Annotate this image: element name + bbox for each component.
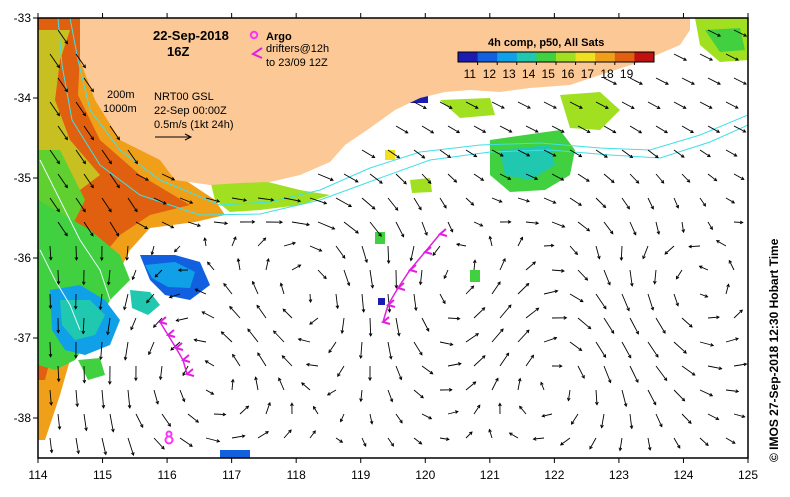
colorbar-segment	[634, 52, 654, 62]
current-arrow-shaft	[50, 342, 51, 357]
lon-tick-label: 120	[415, 468, 435, 482]
colorbar-segment	[576, 52, 596, 62]
colorbar-tick-label: 18	[600, 67, 614, 81]
colorbar-segment	[478, 52, 498, 62]
colorbar-tick-label: 15	[542, 67, 556, 81]
colorbar-tick-label: 19	[620, 67, 634, 81]
lon-tick-label: 115	[93, 468, 112, 482]
drifter-legend-label: drifters@12h	[266, 43, 329, 55]
colorbar-segment	[497, 52, 517, 62]
colorbar-tick-label: 11	[464, 67, 477, 81]
colorbar-segment	[556, 52, 576, 62]
lat-tick-label: -36	[14, 251, 32, 265]
map-date: 22-Sep-2018	[153, 28, 229, 43]
lat-tick-label: -37	[14, 331, 32, 345]
lon-tick-label: 117	[222, 468, 241, 482]
colorbar-tick-label: 12	[483, 67, 497, 81]
colorbar-segment	[615, 52, 635, 62]
lat-tick-label: -35	[14, 171, 32, 185]
lon-tick-label: 116	[158, 468, 177, 482]
isobath-200-label: 200m	[107, 89, 135, 101]
colorbar-tick-label: 16	[561, 67, 575, 81]
imos-credit: © IMOS 27-Sep-2018 12:30 Hobart Time	[767, 238, 781, 462]
current-arrow-shaft	[50, 294, 51, 308]
argo-legend-label: Argo	[266, 31, 292, 43]
colorbar-segment	[458, 52, 478, 62]
colorbar-segment	[595, 52, 615, 62]
lon-tick-label: 124	[673, 468, 693, 482]
lon-tick-label: 121	[480, 468, 500, 482]
colorbar-title: 4h comp, p50, All Sats	[488, 37, 604, 49]
current-arrow-shaft	[76, 246, 77, 260]
current-arrow-shaft	[58, 270, 59, 284]
lat-tick-label: -38	[14, 411, 32, 425]
colorbar-segment	[536, 52, 556, 62]
lon-tick-label: 125	[738, 468, 758, 482]
lon-tick-label: 119	[351, 468, 370, 482]
lon-tick-label: 118	[287, 468, 306, 482]
drifter-legend-period: to 23/09 12Z	[266, 57, 328, 69]
lon-tick-label: 123	[609, 468, 629, 482]
current-source: NRT00 GSL	[154, 91, 214, 103]
colorbar-tick-label: 13	[502, 67, 516, 81]
colorbar-tick-label: 14	[522, 67, 536, 81]
scale-label: 0.5m/s (1kt 24h)	[154, 119, 233, 131]
current-time: 22-Sep 00:00Z	[154, 105, 227, 117]
isobath-1000-label: 1000m	[103, 103, 137, 115]
map-time: 16Z	[167, 44, 189, 59]
lon-tick-label: 114	[28, 468, 47, 482]
lon-tick-label: 122	[544, 468, 564, 482]
colorbar-segment	[517, 52, 537, 62]
lat-tick-label: -33	[14, 11, 32, 25]
current-arrow-shaft	[214, 414, 226, 415]
colorbar-tick-label: 17	[581, 67, 595, 81]
lat-tick-label: -34	[14, 91, 32, 105]
